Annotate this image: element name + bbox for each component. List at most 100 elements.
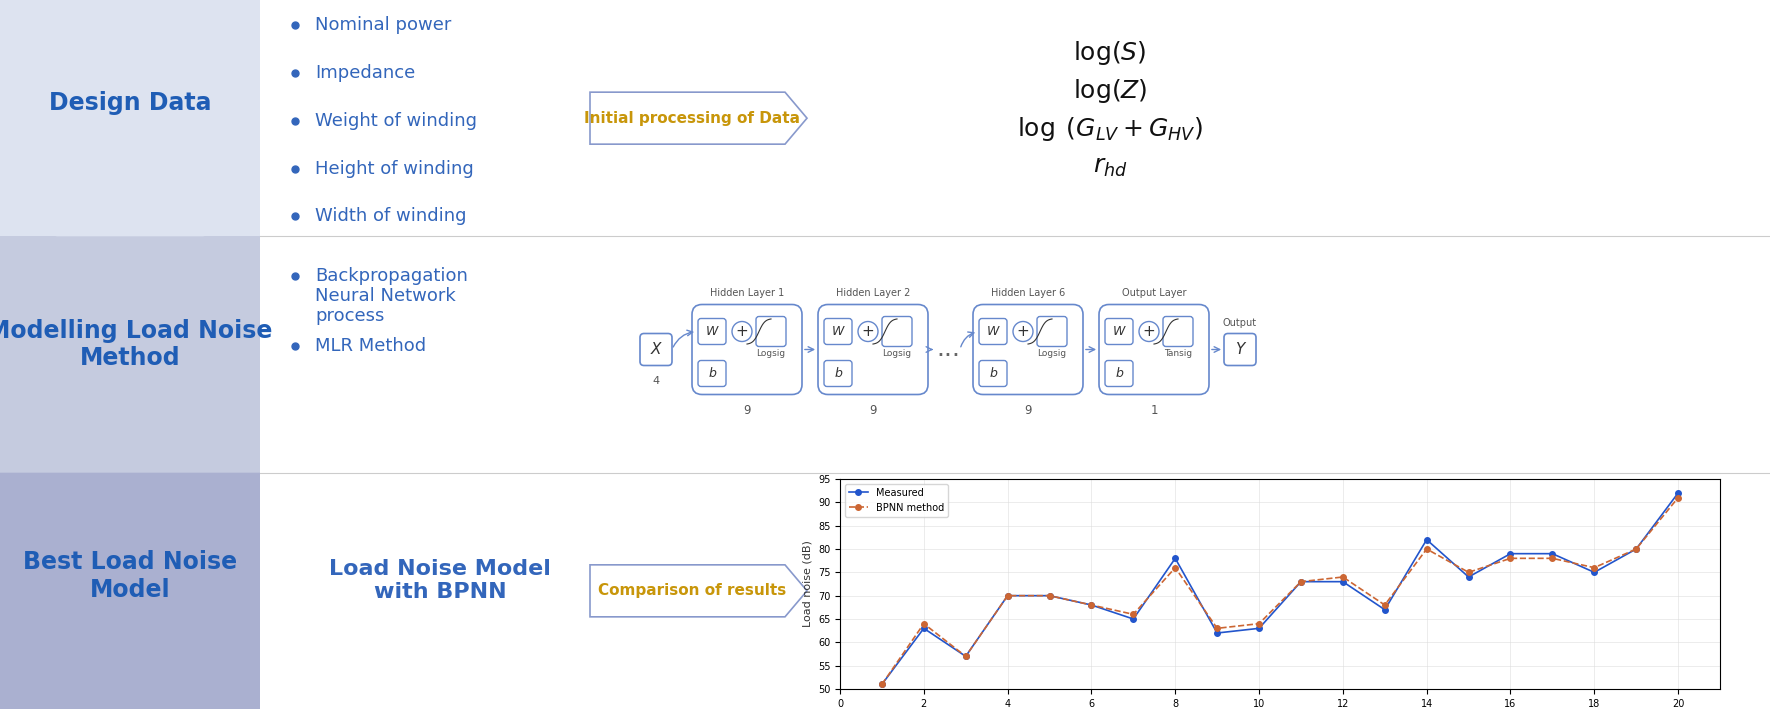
FancyBboxPatch shape: [979, 360, 1007, 386]
Text: b: b: [989, 367, 997, 380]
Text: Impedance: Impedance: [315, 64, 416, 82]
BPNN method: [1248, 620, 1269, 628]
Measured: [871, 680, 892, 688]
Polygon shape: [0, 0, 260, 277]
Measured: [1499, 549, 1520, 558]
FancyBboxPatch shape: [1225, 333, 1257, 366]
Polygon shape: [0, 236, 260, 513]
Text: Modelling Load Noise
Method: Modelling Load Noise Method: [0, 318, 273, 370]
Text: b: b: [1115, 367, 1122, 380]
BPNN method: [1290, 577, 1312, 586]
BPNN method: [1039, 591, 1060, 600]
Text: Nominal power: Nominal power: [315, 16, 451, 34]
Polygon shape: [0, 473, 260, 709]
Text: Y: Y: [1235, 342, 1244, 357]
FancyBboxPatch shape: [692, 304, 802, 394]
Text: Best Load Noise
Model: Best Load Noise Model: [23, 550, 237, 602]
Measured: [1374, 605, 1395, 614]
Text: Weight of winding: Weight of winding: [315, 111, 476, 130]
BPNN method: [1625, 545, 1646, 553]
Text: 4: 4: [653, 376, 660, 386]
Text: Height of winding: Height of winding: [315, 160, 474, 177]
Text: 9: 9: [743, 405, 750, 418]
Text: Logsig: Logsig: [756, 350, 786, 359]
BPNN method: [1333, 573, 1354, 581]
Text: W: W: [988, 325, 1000, 338]
FancyBboxPatch shape: [697, 360, 726, 386]
FancyBboxPatch shape: [825, 318, 851, 345]
FancyBboxPatch shape: [697, 318, 726, 345]
Measured: [1039, 591, 1060, 600]
Polygon shape: [589, 92, 807, 144]
Text: +: +: [862, 324, 874, 339]
Text: Tansig: Tansig: [1165, 350, 1191, 359]
FancyBboxPatch shape: [1163, 316, 1193, 347]
Text: $r_{hd}$: $r_{hd}$: [1092, 155, 1127, 179]
FancyBboxPatch shape: [1037, 316, 1067, 347]
Text: Design Data: Design Data: [50, 91, 211, 115]
BPNN method: [1584, 564, 1605, 572]
Text: MLR Method: MLR Method: [315, 337, 427, 355]
Polygon shape: [589, 565, 807, 617]
BPNN method: [997, 591, 1018, 600]
FancyBboxPatch shape: [974, 304, 1083, 394]
Text: W: W: [832, 325, 844, 338]
Text: Comparison of results: Comparison of results: [598, 584, 786, 598]
Measured: [1542, 549, 1563, 558]
Measured: [1458, 573, 1480, 581]
FancyBboxPatch shape: [818, 304, 927, 394]
Text: Output Layer: Output Layer: [1122, 289, 1186, 298]
Measured: [1165, 554, 1186, 562]
BPNN method: [913, 620, 935, 628]
BPNN method: [1207, 624, 1228, 632]
FancyBboxPatch shape: [881, 316, 912, 347]
Measured: [1416, 535, 1437, 544]
Legend: Measured, BPNN method: Measured, BPNN method: [844, 484, 949, 516]
Text: b: b: [834, 367, 843, 380]
FancyBboxPatch shape: [979, 318, 1007, 345]
BPNN method: [1122, 610, 1143, 618]
Text: ...: ...: [936, 337, 959, 362]
Measured: [1584, 568, 1605, 576]
Text: 1: 1: [1150, 405, 1158, 418]
FancyBboxPatch shape: [756, 316, 786, 347]
Text: +: +: [1143, 324, 1156, 339]
Measured: [1122, 615, 1143, 623]
Bar: [0, 0, 260, 236]
Text: Logsig: Logsig: [883, 350, 912, 359]
Text: Backpropagation: Backpropagation: [315, 267, 467, 285]
FancyBboxPatch shape: [641, 333, 673, 366]
FancyBboxPatch shape: [825, 360, 851, 386]
Measured: [1081, 601, 1103, 609]
Measured: [1667, 489, 1689, 497]
BPNN method: [1081, 601, 1103, 609]
Measured: [956, 652, 977, 661]
Text: $\log(Z)$: $\log(Z)$: [1073, 77, 1147, 105]
Circle shape: [733, 321, 752, 342]
Text: Load Noise Model
with BPNN: Load Noise Model with BPNN: [329, 559, 550, 603]
BPNN method: [1667, 493, 1689, 502]
Circle shape: [1140, 321, 1159, 342]
Measured: [1625, 545, 1646, 553]
Bar: [0, 236, 260, 473]
FancyBboxPatch shape: [1104, 360, 1133, 386]
BPNN method: [1416, 545, 1437, 553]
Text: Logsig: Logsig: [1037, 350, 1067, 359]
Bar: [0, 473, 260, 709]
BPNN method: [1542, 554, 1563, 562]
Measured: [1248, 624, 1269, 632]
Text: Neural Network: Neural Network: [315, 287, 455, 306]
Text: +: +: [1016, 324, 1030, 339]
Text: W: W: [1113, 325, 1126, 338]
Text: Initial processing of Data: Initial processing of Data: [584, 111, 800, 125]
Measured: [1207, 629, 1228, 637]
BPNN method: [1165, 564, 1186, 572]
Circle shape: [858, 321, 878, 342]
Text: X: X: [651, 342, 662, 357]
BPNN method: [1458, 568, 1480, 576]
Text: +: +: [736, 324, 749, 339]
BPNN method: [1499, 554, 1520, 562]
Y-axis label: Load noise (dB): Load noise (dB): [802, 540, 812, 627]
Text: Hidden Layer 1: Hidden Layer 1: [710, 289, 784, 298]
Line: BPNN method: BPNN method: [880, 495, 1682, 687]
